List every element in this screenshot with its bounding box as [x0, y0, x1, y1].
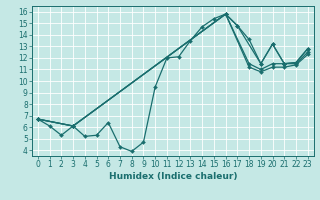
X-axis label: Humidex (Indice chaleur): Humidex (Indice chaleur) — [108, 172, 237, 181]
